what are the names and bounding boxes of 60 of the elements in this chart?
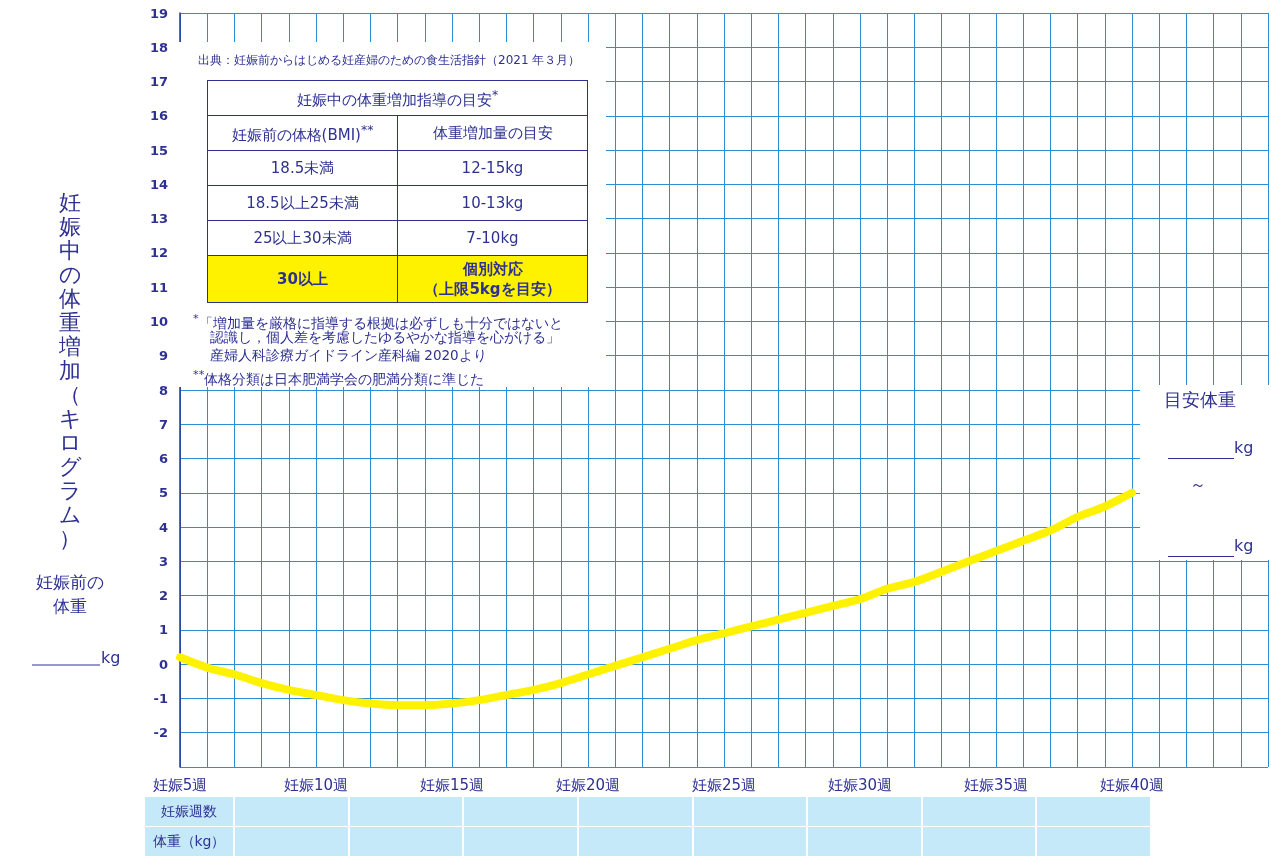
- y-tick-label: 6: [158, 451, 168, 467]
- text: kg: [101, 647, 121, 667]
- annotation: ～: [1190, 475, 1206, 496]
- text: 体重: [53, 596, 87, 616]
- table-cell: 7-10kg: [397, 220, 588, 256]
- y-tick-label: 19: [149, 5, 168, 21]
- annotation: 7-10kg: [466, 229, 519, 247]
- x-tick-label: 妊娠15週: [419, 775, 485, 794]
- y-tick-label: 13: [149, 211, 168, 227]
- y-tick-label: 18: [149, 39, 168, 55]
- y-tick-label: 4: [158, 519, 168, 535]
- y-tick-label: 3: [158, 553, 168, 569]
- annotation: 体重増加量の目安: [432, 124, 553, 142]
- annotation: 12-15kg: [461, 159, 524, 177]
- y-tick-label: 16: [149, 108, 168, 124]
- text: 体重（kg）: [145, 827, 233, 856]
- y-tick-label: 11: [149, 279, 168, 295]
- table-cell: 個別対応 （上限5kgを目安）: [397, 255, 588, 303]
- y-tick-label: 0: [158, 656, 168, 672]
- y-tick-label: 8: [158, 382, 168, 398]
- table-cell: 18.5未満: [207, 150, 398, 186]
- y-tick-label: -1: [153, 690, 168, 706]
- y-tick-label: 12: [149, 245, 168, 261]
- y-tick-label: 17: [149, 74, 168, 90]
- annotation: 出典：妊娠前からはじめる妊産婦のための食生活指針（2021 年３月）: [198, 52, 581, 69]
- y-tick-label: 5: [158, 485, 168, 501]
- y-tick-label: 15: [149, 142, 168, 158]
- table-cell: 12-15kg: [397, 150, 588, 186]
- y-tick-label: 1: [158, 622, 168, 638]
- x-tick-label: 妊娠40週: [1099, 775, 1165, 794]
- y-tick-label: 14: [149, 176, 168, 192]
- table-cell: 18.5以上25未満: [207, 185, 398, 221]
- x-tick-label: 妊娠30週: [827, 775, 893, 794]
- x-tick-label: 妊娠25週: [691, 775, 757, 794]
- x-tick-label: 妊娠10週: [283, 775, 349, 794]
- annotation: 個別対応: [462, 260, 523, 278]
- text: 妊娠週数: [145, 797, 233, 826]
- table-cell: 妊娠前の体格(BMI)$^{**}$: [207, 115, 398, 151]
- table-cell: 25以上30未満: [207, 220, 398, 256]
- annotation: kg: [1234, 438, 1254, 457]
- annotation: （上限5kgを目安）: [424, 280, 561, 298]
- annotation: kg: [1234, 536, 1254, 555]
- y-tick-label: -2: [153, 725, 168, 741]
- table-cell: 30以上: [207, 255, 398, 303]
- x-tick-label: 妊娠20週: [555, 775, 621, 794]
- table-cell: 10-13kg: [397, 185, 588, 221]
- y-tick-label: 9: [158, 348, 168, 364]
- annotation: 10-13kg: [461, 194, 524, 212]
- text: 妊娠中の体重増加（キログラム）: [58, 189, 82, 551]
- table-cell: 妊娠中の体重増加指導の目安$^{*}$: [207, 80, 588, 116]
- x-tick-label: 妊娠35週: [963, 775, 1029, 794]
- annotation: $^{**}$体格分類は日本肥満学会の肥満分類に準じた: [193, 366, 485, 387]
- y-tick-label: 2: [158, 588, 168, 604]
- annotation: 産婦人科診療ガイドライン産科編 2020より: [210, 347, 487, 364]
- text: 妊娠前の: [36, 572, 104, 592]
- y-tick-label: 7: [158, 416, 168, 432]
- annotation: 目安体重: [1164, 388, 1236, 412]
- table-cell: 体重増加量の目安: [397, 115, 588, 151]
- x-tick-label: 妊娠5週: [152, 775, 208, 794]
- y-tick-label: 10: [149, 313, 168, 329]
